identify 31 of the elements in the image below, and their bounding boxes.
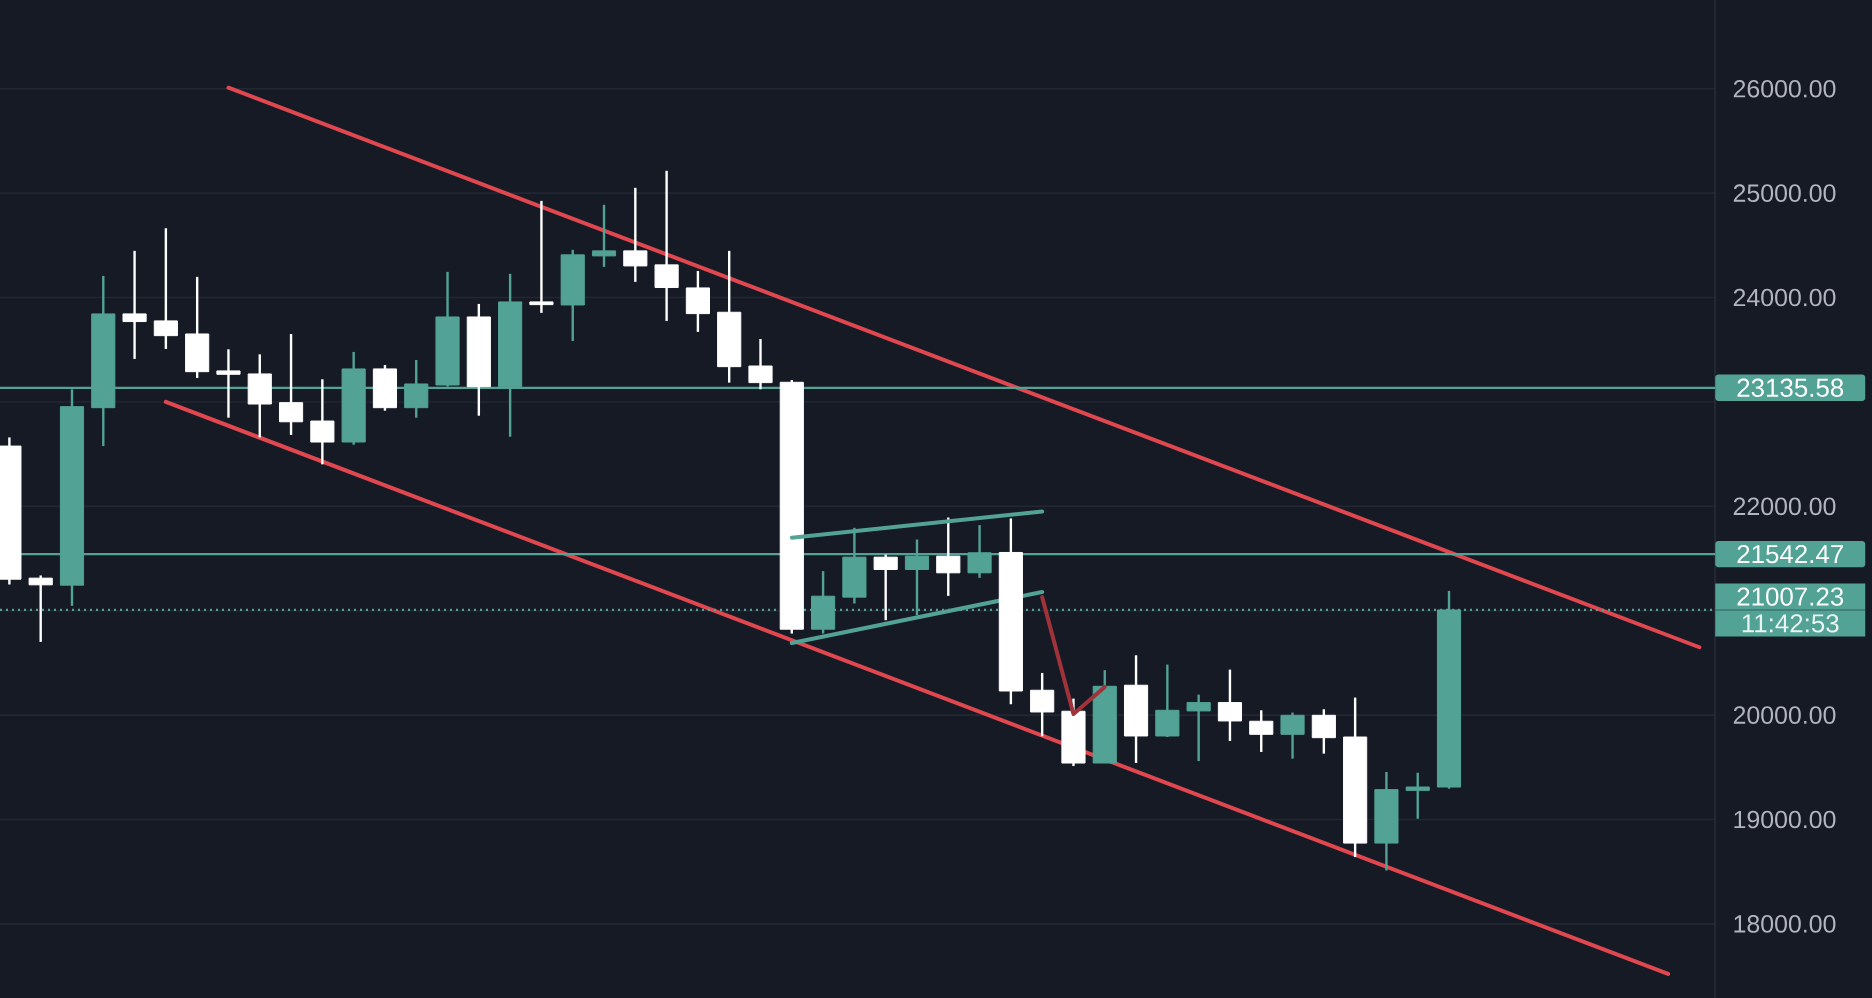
candlestick [1217, 668, 1243, 743]
candlestick [28, 574, 53, 644]
candlestick [654, 169, 679, 323]
text: 11:42:53 [1742, 614, 1839, 633]
candlestick [1186, 693, 1211, 763]
candlestick [216, 348, 241, 419]
y-tick-label: 22000.00 [1733, 497, 1836, 516]
candlestick [529, 199, 554, 315]
candlestick [873, 553, 898, 622]
candlestick [1030, 671, 1055, 738]
candlestick [122, 249, 147, 361]
y-tick-label: 25000.00 [1733, 184, 1836, 202]
y-tick-label: 26000.00 [1733, 79, 1836, 98]
candlestick [153, 227, 178, 351]
y-tick-label: 20000.00 [1733, 706, 1836, 724]
candlestick [278, 332, 304, 437]
y-tick-label: 24000.00 [1733, 288, 1836, 307]
y-tick-label: 19000.00 [1734, 810, 1836, 829]
candlestick [623, 186, 648, 284]
candlestick [1280, 711, 1305, 760]
y-tick-label: 18000.00 [1734, 915, 1836, 933]
ref-line-label: 21542.47 [1737, 544, 1843, 564]
candlestick [1405, 771, 1430, 820]
candlestick [310, 378, 335, 466]
candlestick [591, 203, 617, 269]
ref-line-label: 21007.23 [1737, 587, 1844, 606]
ref-line-label: 23135.58 [1737, 378, 1844, 397]
candlestick [1249, 709, 1274, 754]
candlestick [1311, 708, 1336, 755]
candlestick [936, 516, 961, 598]
candlestick [748, 337, 773, 391]
